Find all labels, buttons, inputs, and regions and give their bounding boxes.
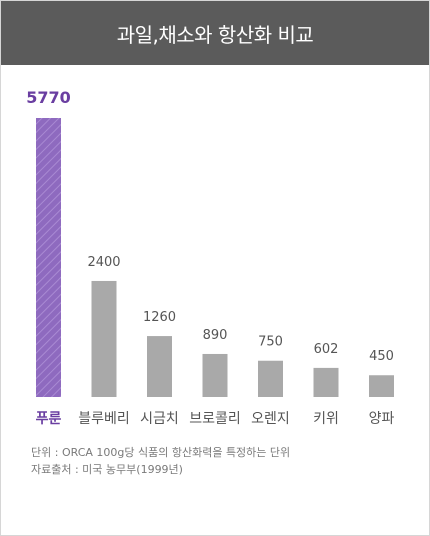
source-note: 자료출처 : 미국 농무부(1999년) bbox=[31, 463, 183, 476]
value-label-1: 5770 bbox=[26, 88, 71, 107]
bar-4 bbox=[202, 353, 228, 397]
chart-title: 과일,채소와 항산화 비교 bbox=[1, 1, 429, 65]
value-label-6: 602 bbox=[314, 342, 339, 357]
unit-note: 단위 : ORCA 100g당 식품의 항산화력을 특정하는 단위 bbox=[31, 446, 291, 459]
bar-1 bbox=[36, 118, 61, 397]
value-label-3: 1260 bbox=[143, 310, 176, 325]
bar-6 bbox=[313, 367, 339, 397]
category-label-1: 푸룬 bbox=[36, 411, 62, 427]
category-label-4: 브로콜리 bbox=[189, 411, 241, 427]
value-label-2: 2400 bbox=[87, 255, 120, 270]
bar-2 bbox=[91, 280, 117, 397]
value-label-5: 750 bbox=[258, 335, 283, 350]
bar-chart: 5770 푸룬 2400 블루베리 1260 시금치 890 브로콜리 750 오렌지 602 키위 4… bbox=[26, 88, 395, 427]
value-label-4: 890 bbox=[203, 328, 228, 343]
chart-notes: 단위 : ORCA 100g당 식품의 항산화력을 특정하는 단위 자료출처 :… bbox=[31, 444, 290, 478]
bar-7 bbox=[369, 375, 394, 397]
category-label-5: 오렌지 bbox=[251, 411, 290, 427]
bar-3 bbox=[147, 336, 172, 397]
category-label-3: 시금치 bbox=[140, 411, 179, 427]
category-label-7: 양파 bbox=[369, 411, 395, 427]
category-label-6: 키위 bbox=[313, 411, 339, 427]
bar-5 bbox=[258, 360, 283, 397]
category-label-2: 블루베리 bbox=[78, 411, 130, 427]
value-label-7: 450 bbox=[369, 349, 394, 364]
